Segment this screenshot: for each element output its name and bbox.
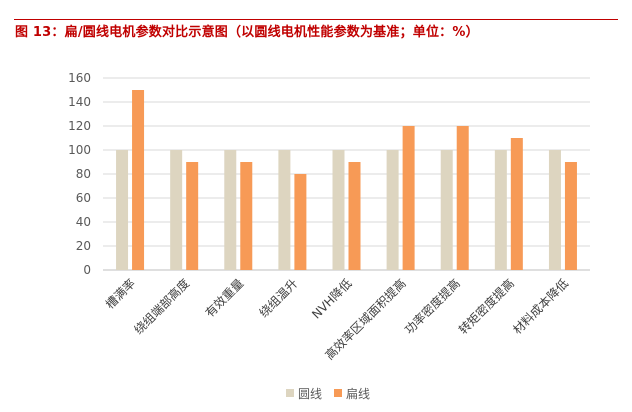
y-tick-label: 120 (68, 119, 91, 133)
y-axis-ticks: 0 20 40 60 80 100 120 140 160 (68, 71, 91, 277)
y-tick-label: 80 (76, 167, 91, 181)
x-category-label: 材料成本降低 (510, 276, 571, 337)
bar-round-wire (278, 150, 291, 270)
y-tick-label: 160 (68, 71, 91, 85)
bar-round-wire (386, 150, 399, 270)
bar-round-wire (116, 150, 129, 270)
x-category-label: 绕组端部高度 (131, 276, 193, 338)
bar-round-wire (440, 150, 453, 270)
legend-label: 圆线 (298, 387, 322, 401)
bar-round-wire (170, 150, 183, 270)
bar-flat-wire (132, 90, 145, 270)
bar-flat-wire (186, 162, 199, 270)
bar-flat-wire (240, 162, 253, 270)
bar-flat-wire (456, 126, 469, 270)
bar-round-wire (332, 150, 345, 270)
y-tick-label: 20 (76, 239, 91, 253)
bar-round-wire (548, 150, 561, 270)
x-category-label: NVH降低 (309, 276, 354, 321)
x-category-label: 绕组温升 (257, 276, 301, 320)
x-category-label: 功率密度提高 (401, 276, 463, 338)
gridlines (103, 77, 590, 271)
y-tick-label: 60 (76, 191, 91, 205)
legend-swatch (286, 389, 294, 397)
bar-round-wire (494, 150, 507, 270)
x-category-label: 槽满率 (102, 276, 138, 312)
y-tick-label: 0 (83, 263, 91, 277)
bar-flat-wire (402, 126, 415, 270)
legend-swatch (334, 389, 342, 397)
y-tick-label: 100 (68, 143, 91, 157)
figure-title: 图 13：扁/圆线电机参数对比示意图（以圆线电机性能参数为基准；单位：%） (15, 25, 479, 40)
bar-flat-wire (294, 174, 307, 270)
legend: 圆线 扁线 (286, 387, 370, 401)
bar-round-wire (224, 150, 237, 270)
y-tick-label: 140 (68, 95, 91, 109)
x-category-label: 有效重量 (202, 276, 247, 321)
y-tick-label: 40 (76, 215, 91, 229)
bar-flat-wire (510, 138, 523, 270)
x-category-label: 转矩密度提高 (455, 276, 517, 338)
legend-label: 扁线 (346, 387, 370, 401)
bar-flat-wire (348, 162, 361, 270)
bars (116, 90, 577, 270)
title-rule (14, 19, 618, 20)
bar-flat-wire (564, 162, 577, 270)
